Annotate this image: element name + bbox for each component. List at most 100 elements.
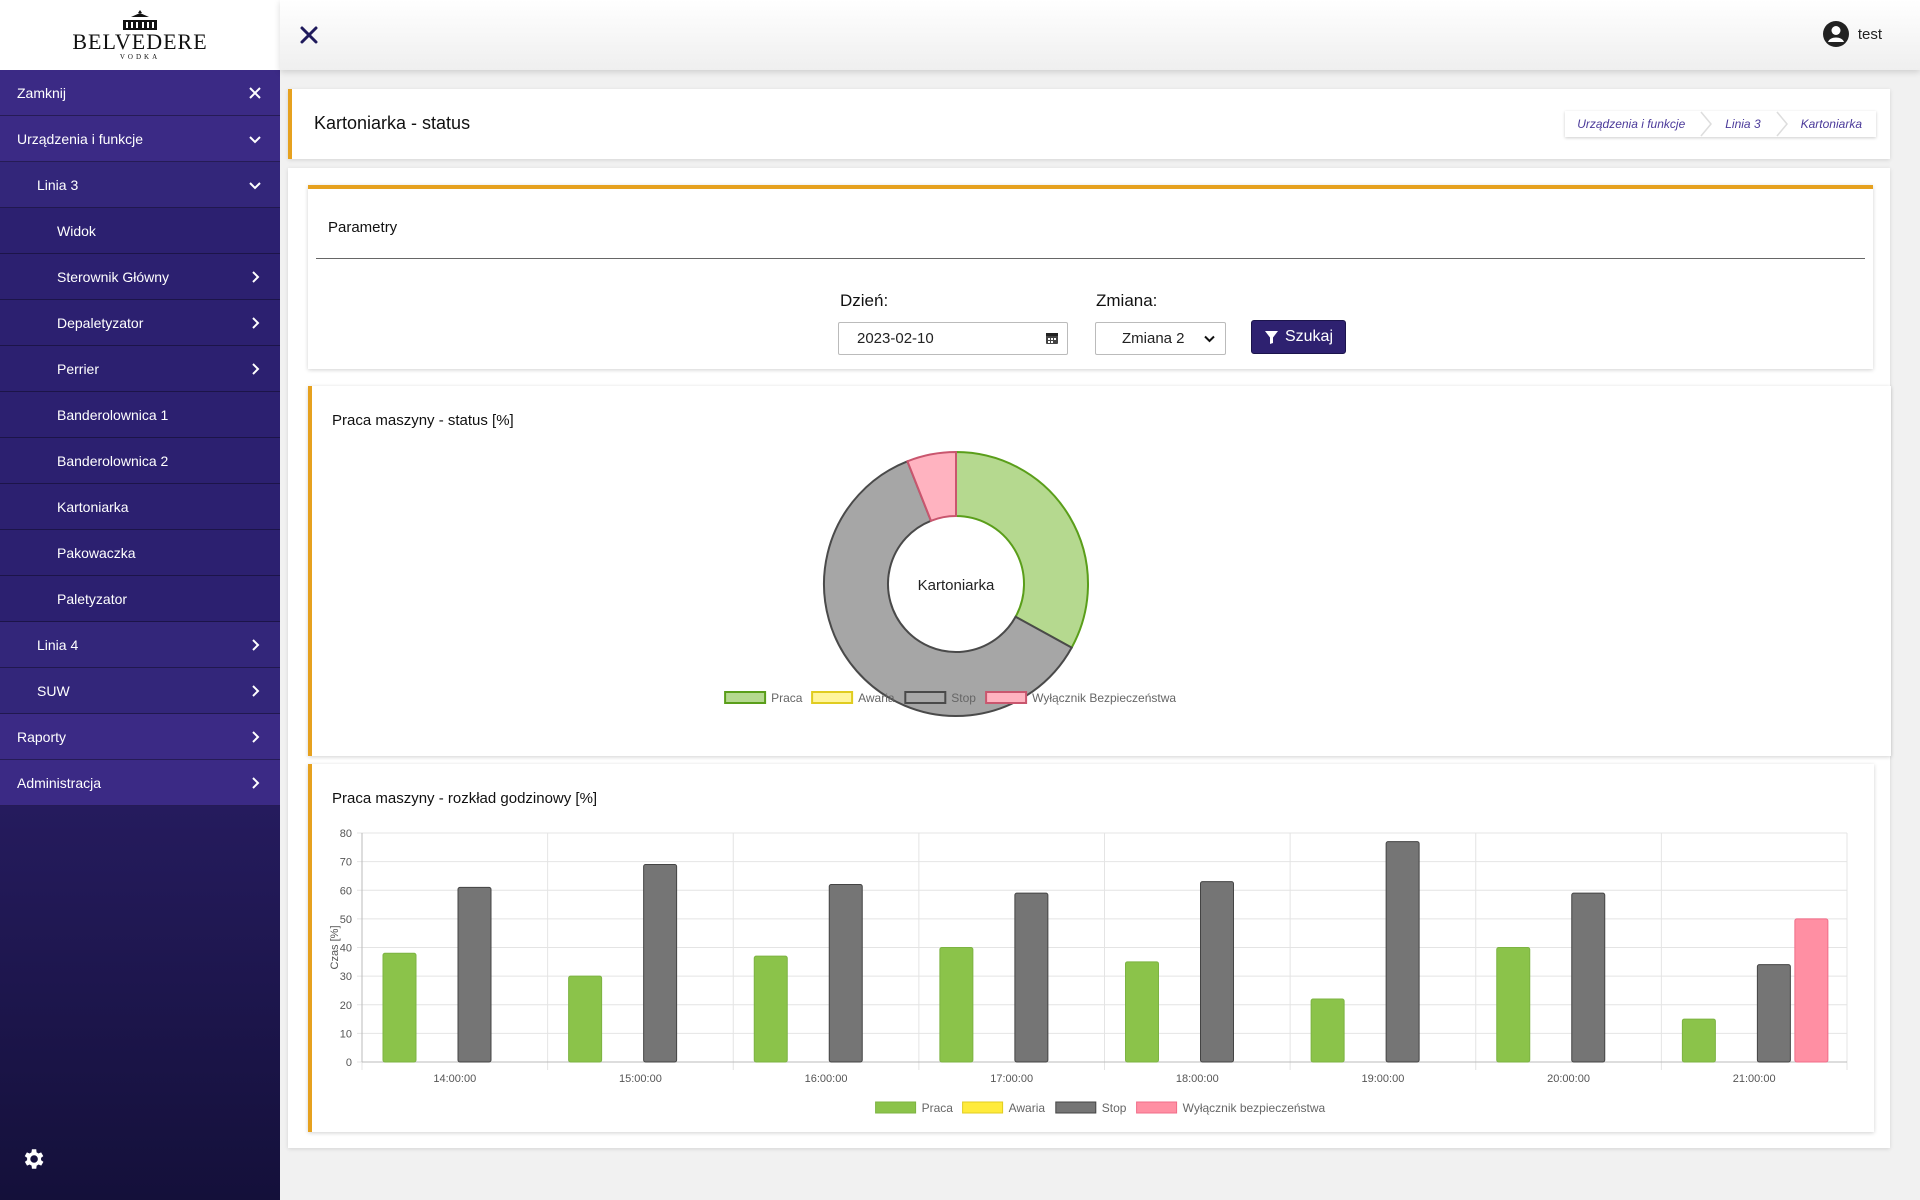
shift-value: Zmiana 2	[1122, 330, 1185, 347]
sidebar-item-urządzenia-i-funkcje[interactable]: Urządzenia i funkcje	[0, 116, 280, 162]
params-title: Parametry	[328, 219, 398, 236]
bar-stop	[457, 886, 492, 1063]
filter-icon	[1264, 330, 1278, 344]
y-tick-label: 50	[340, 914, 352, 926]
brand-logo[interactable]: BELVEDERE VODKA	[0, 0, 280, 70]
legend-swatch-3	[1136, 1101, 1178, 1114]
chevron-right-icon	[252, 316, 260, 329]
x-tick-label: 20:00:00	[1547, 1073, 1590, 1085]
breadcrumb-item[interactable]: Kartoniarka	[1800, 117, 1862, 131]
sidebar-item-zamknij[interactable]: Zamknij	[0, 70, 280, 116]
x-tick-label: 14:00:00	[433, 1073, 476, 1085]
x-tick-label: 18:00:00	[1176, 1073, 1219, 1085]
chevron-right-icon	[252, 776, 260, 789]
legend-swatch-0	[875, 1101, 917, 1114]
gear-icon[interactable]	[20, 1146, 46, 1172]
bar-stop	[1014, 892, 1049, 1063]
bar-praca	[382, 952, 417, 1063]
breadcrumb-separator-icon	[1700, 111, 1713, 137]
sidebar: BELVEDERE VODKA Zamknij Urządzenia i funk…	[0, 0, 280, 1200]
legend-label: Wyłącznik bezpieczeństwa	[1183, 1101, 1326, 1115]
legend-label: Stop	[1102, 1101, 1127, 1115]
sidebar-menu: Zamknij Urządzenia i funkcje Linia 3 Widok S…	[0, 70, 280, 806]
params-card: Parametry Dzień: Zmiana: Zmiana 2 Szukaj	[308, 185, 1873, 369]
sidebar-item-linia-3[interactable]: Linia 3	[0, 162, 280, 208]
sidebar-item-banderolownica-1[interactable]: Banderolownica 1	[0, 392, 280, 438]
chevron-down-icon	[249, 181, 261, 189]
breadcrumb-item[interactable]: Urządzenia i funkcje	[1577, 117, 1686, 131]
x-tick-label: 17:00:00	[990, 1073, 1033, 1085]
bar-stop	[643, 863, 678, 1063]
bar-praca	[753, 955, 788, 1063]
sidebar-item-banderolownica-2[interactable]: Banderolownica 2	[0, 438, 280, 484]
sidebar-item-kartoniarka[interactable]: Kartoniarka	[0, 484, 280, 530]
x-tick-label: 19:00:00	[1362, 1073, 1405, 1085]
legend-swatch-1	[962, 1101, 1004, 1114]
bar-stop	[828, 884, 863, 1063]
x-tick-label: 15:00:00	[619, 1073, 662, 1085]
user-menu[interactable]: test	[1822, 20, 1882, 48]
legend-label: Awaria	[1009, 1101, 1046, 1115]
brand-name: BELVEDERE	[72, 29, 208, 54]
sidebar-item-depaletyzator[interactable]: Depaletyzator	[0, 300, 280, 346]
search-button[interactable]: Szukaj	[1251, 320, 1346, 354]
breadcrumb-item[interactable]: Linia 3	[1725, 117, 1761, 131]
chevron-right-icon	[252, 730, 260, 743]
legend-swatch-0	[724, 691, 767, 704]
search-button-label: Szukaj	[1284, 328, 1334, 345]
sidebar-item-sterownik-główny[interactable]: Sterownik Główny	[0, 254, 280, 300]
y-tick-label: 0	[346, 1057, 352, 1069]
shift-select[interactable]: Zmiana 2	[1095, 322, 1226, 355]
brand-sub: VODKA	[119, 53, 161, 61]
sidebar-item-label: Zamknij	[17, 84, 67, 101]
sidebar-item-label: Depaletyzator	[57, 314, 144, 331]
sidebar-item-pakowaczka[interactable]: Pakowaczka	[0, 530, 280, 576]
bar-praca	[1496, 947, 1531, 1063]
sidebar-item-suw[interactable]: SUW	[0, 668, 280, 714]
top-bar: test	[280, 0, 1920, 70]
sidebar-item-linia-4[interactable]: Linia 4	[0, 622, 280, 668]
main-content: Parametry Dzień: Zmiana: Zmiana 2 Szukaj…	[288, 168, 1891, 1148]
sidebar-item-label: Linia 4	[37, 636, 79, 653]
sidebar-item-perrier[interactable]: Perrier	[0, 346, 280, 392]
y-tick-label: 60	[340, 885, 352, 897]
close-sidebar-icon[interactable]	[296, 22, 322, 48]
pie-slice-2	[823, 459, 1074, 717]
logo-building-icon	[123, 10, 157, 30]
bar-stop	[1571, 892, 1606, 1063]
chevron-right-icon	[252, 362, 260, 375]
legend-label: Praca	[922, 1101, 954, 1115]
page-header: Kartoniarka - status Urządzenia i funkcj…	[288, 89, 1890, 159]
sidebar-item-paletyzator[interactable]: Paletyzator	[0, 576, 280, 622]
day-label: Dzień:	[840, 291, 889, 310]
sidebar-item-widok[interactable]: Widok	[0, 208, 280, 254]
legend-swatch-1	[811, 691, 854, 704]
sidebar-item-administracja[interactable]: Administracja	[0, 760, 280, 806]
shift-label: Zmiana:	[1096, 291, 1158, 310]
bar-stop	[1756, 964, 1791, 1063]
sidebar-item-label: Perrier	[57, 360, 100, 377]
bar-chart: 0 10 20 30 40 50 60 70 80 Czas [%] 14:00:00 15:00:0…	[329, 828, 1848, 1115]
status-chart-card: Praca maszyny - status [%] Kartoniarka Pr…	[308, 386, 1891, 756]
legend-label: Praca	[771, 691, 803, 705]
bar-praca	[1125, 961, 1159, 1063]
divider	[316, 258, 1865, 259]
calendar-icon[interactable]	[1045, 331, 1059, 345]
bar-praca	[1681, 1018, 1716, 1063]
legend-label: Wyłącznik Bezpieczeństwa	[1032, 691, 1176, 705]
donut-chart: Kartoniarka Praca Awaria Stop Wyłącznik Bezp…	[724, 450, 1176, 717]
sidebar-item-label: SUW	[37, 682, 70, 699]
legend-swatch-2	[904, 691, 947, 704]
sidebar-item-label: Sterownik Główny	[57, 268, 170, 285]
chevron-right-icon	[252, 638, 260, 651]
bar-stop	[1385, 841, 1420, 1063]
legend-label: Awaria	[858, 691, 895, 705]
sidebar-item-label: Pakowaczka	[57, 544, 136, 561]
y-tick-label: 70	[340, 857, 352, 869]
donut-chart-title: Praca maszyny - status [%]	[332, 412, 514, 429]
y-tick-label: 80	[340, 828, 352, 840]
sidebar-item-raporty[interactable]: Raporty	[0, 714, 280, 760]
date-input[interactable]	[838, 322, 1068, 355]
bar-praca	[939, 947, 974, 1063]
legend-swatch-3	[985, 691, 1028, 704]
